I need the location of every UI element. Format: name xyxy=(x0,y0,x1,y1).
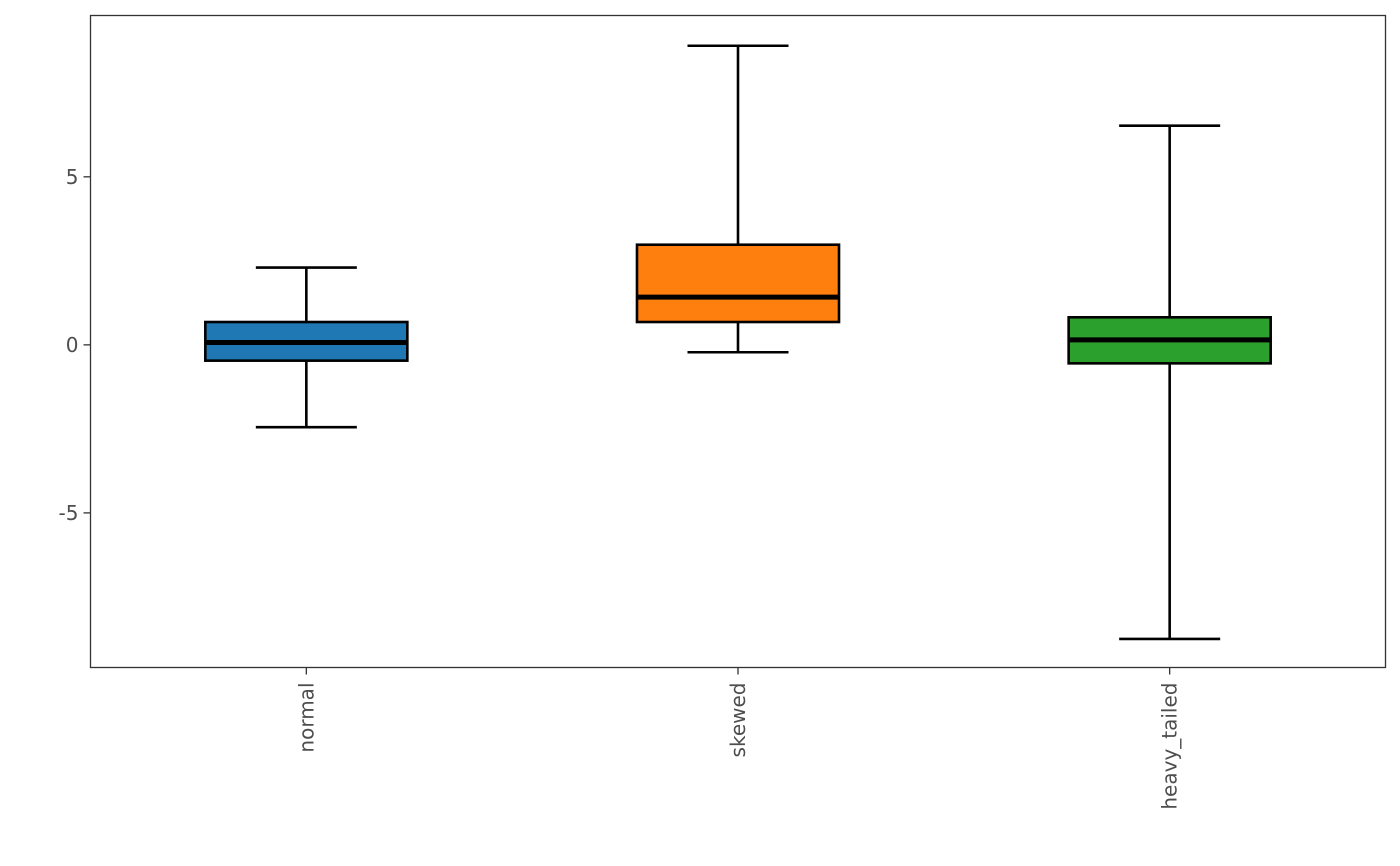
box-iqr xyxy=(635,243,841,324)
box-heavy_tailed xyxy=(1067,124,1272,641)
x-tick-label: heavy_tailed xyxy=(1158,683,1182,810)
box-series xyxy=(204,44,1272,641)
x-axis: normal skewed heavy_tailed xyxy=(294,667,1182,810)
box-skewed xyxy=(635,44,841,354)
y-tick-label: 5 xyxy=(66,165,79,189)
x-tick-label: skewed xyxy=(726,683,750,758)
x-tick-label: normal xyxy=(294,683,318,753)
y-tick-label: -5 xyxy=(59,501,79,525)
y-tick-label: 0 xyxy=(66,333,79,357)
box-normal xyxy=(204,266,409,429)
y-axis: -5 0 5 xyxy=(59,165,91,525)
